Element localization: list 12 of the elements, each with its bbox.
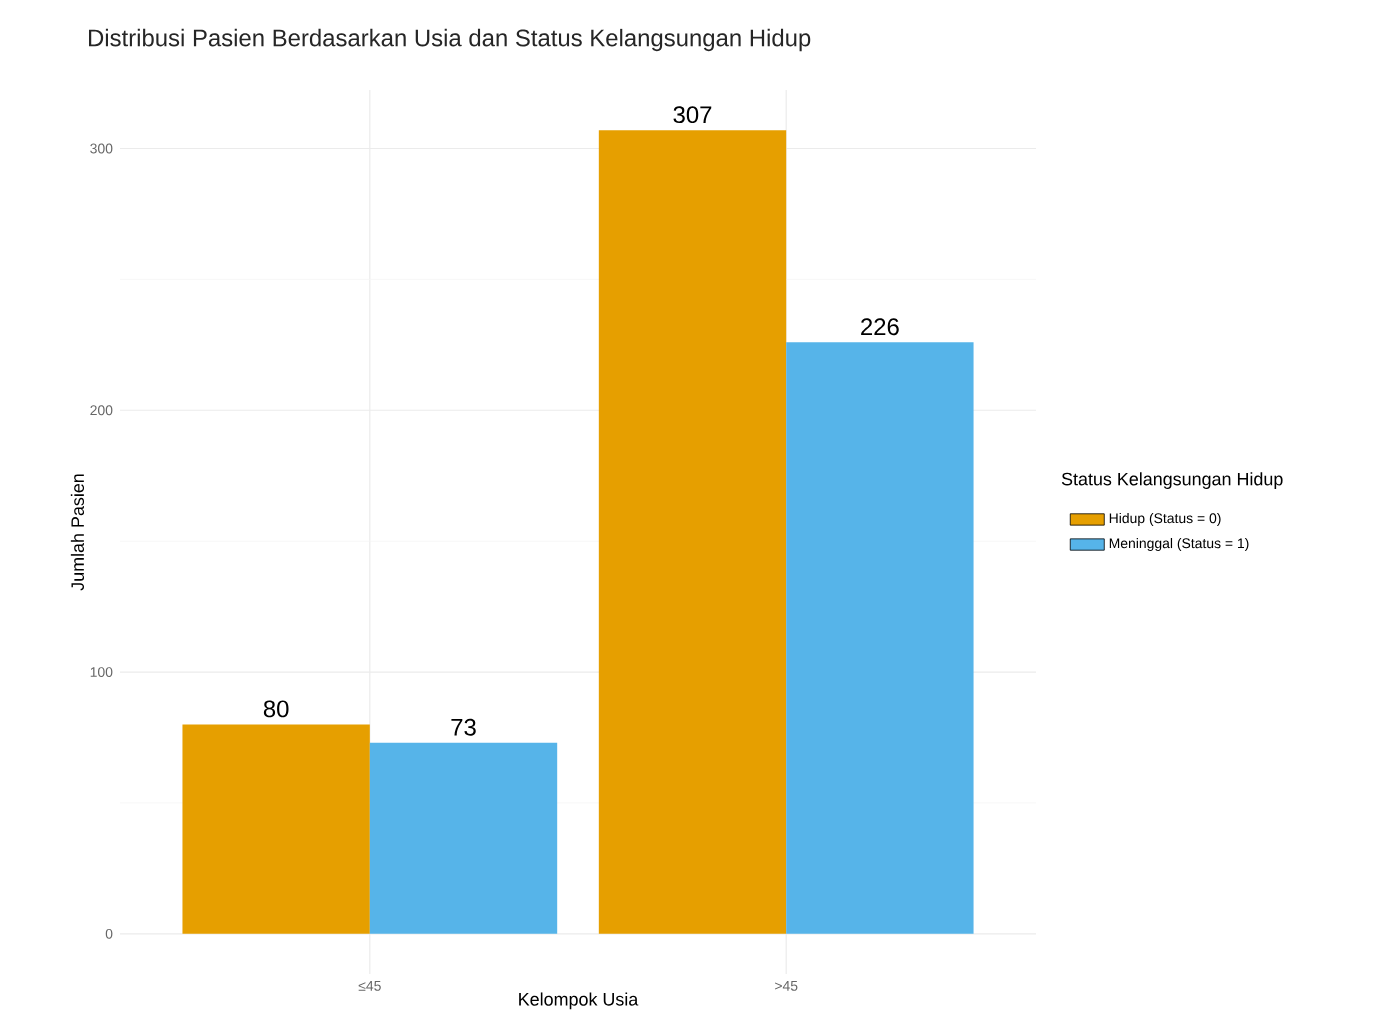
x-axis-title: Kelompok Usia: [519, 992, 639, 1010]
bar: [182, 724, 370, 934]
chart-title: Distribusi Pasien Berdasarkan Usia dan Status Kelangsungan Hidup: [89, 28, 811, 52]
bar: [786, 342, 974, 934]
y-axis-title: Jumlah Pasien: [70, 474, 85, 591]
data-label: 80: [263, 700, 289, 718]
data-label: 307: [673, 106, 712, 124]
data-label: 73: [451, 718, 476, 736]
bar: [598, 130, 787, 934]
bar: [369, 742, 558, 934]
data-label: 226: [861, 318, 899, 336]
legend-title: Status Kelangsungan Hidup: [1061, 472, 1283, 489]
